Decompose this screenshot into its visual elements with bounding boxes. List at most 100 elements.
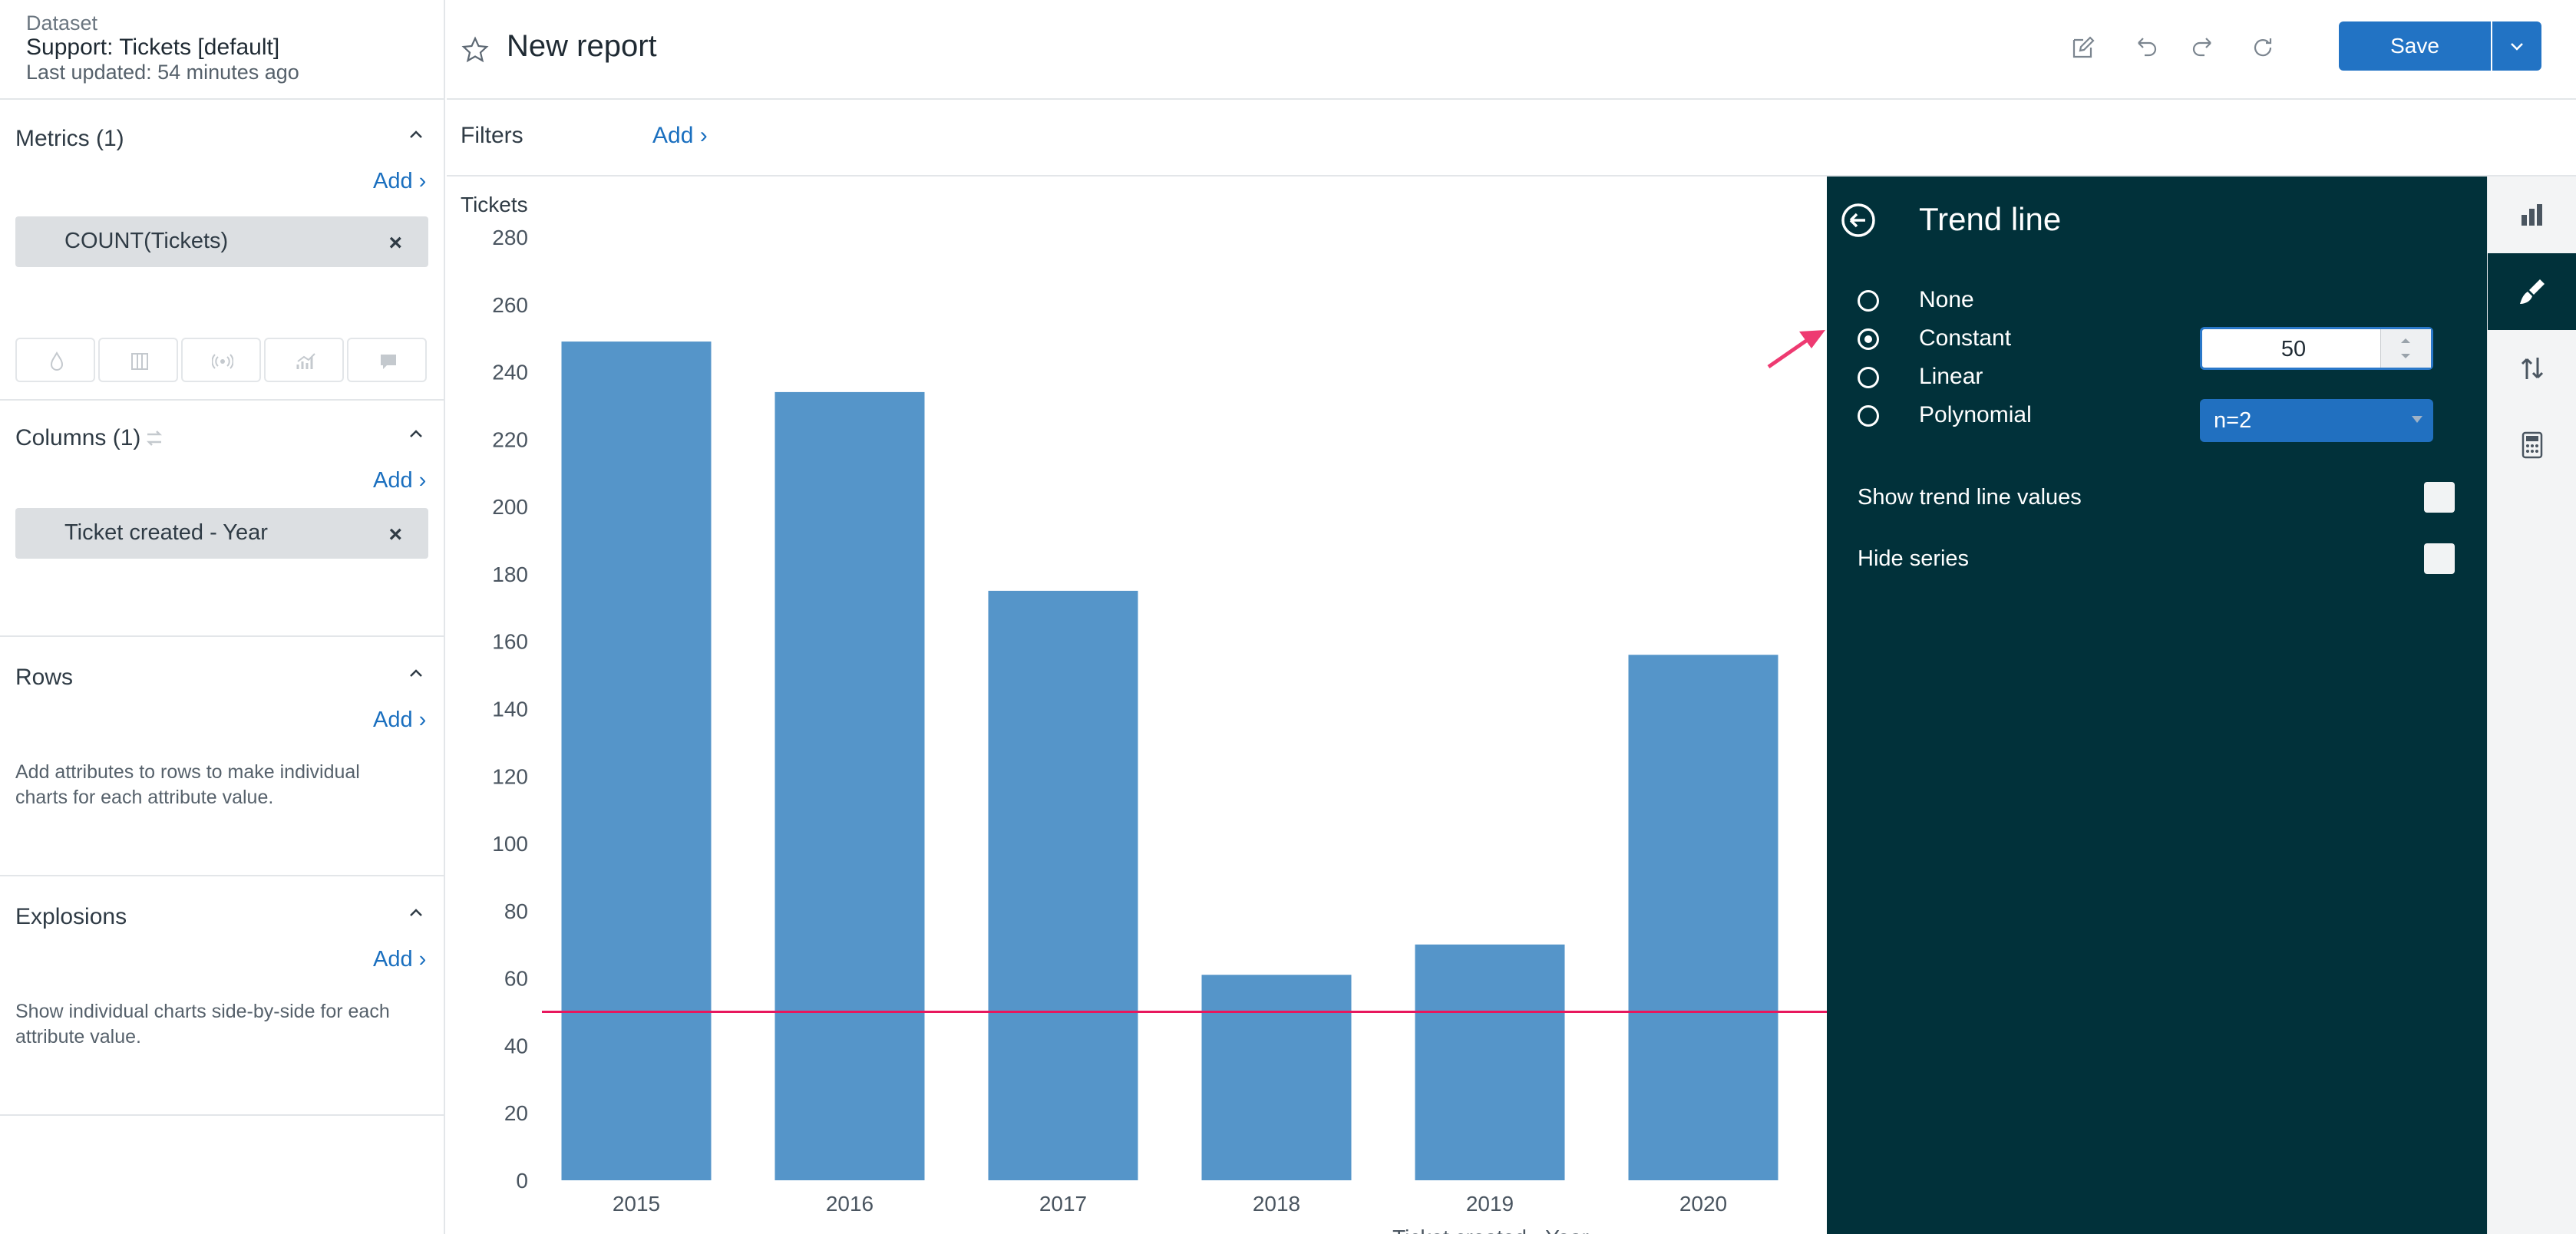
constant-value-input[interactable]: 50 — [2200, 327, 2433, 370]
x-tick-label: 2016 — [826, 1192, 874, 1216]
trend-line-title: Trend line — [1919, 201, 2062, 237]
y-tick-label: 280 — [492, 226, 528, 249]
explosions-title: Explosions — [15, 904, 127, 929]
bar — [1201, 975, 1352, 1180]
x-tick-label: 2017 — [1039, 1192, 1087, 1216]
y-tick-label: 0 — [516, 1169, 528, 1193]
divider — [0, 635, 445, 637]
metric-format-icons — [15, 338, 428, 382]
bar — [1415, 944, 1565, 1180]
x-tick-label: 2018 — [1253, 1192, 1300, 1216]
radio-label-linear: Linear — [1919, 364, 1983, 389]
caret-up-icon[interactable] — [2399, 334, 2413, 348]
radio-label-polynomial: Polynomial — [1919, 402, 2032, 427]
show-trend-values-label: Show trend line values — [1858, 485, 2082, 510]
radio-label-constant: Constant — [1919, 325, 2012, 351]
y-tick-label: 260 — [492, 293, 528, 317]
x-tick-label: 2020 — [1679, 1192, 1727, 1216]
edit-icon[interactable] — [2068, 32, 2099, 63]
dataset-updated: Last updated: 54 minutes ago — [26, 61, 299, 84]
redo-icon[interactable] — [2188, 32, 2218, 63]
bar — [561, 341, 712, 1180]
save-button[interactable]: Save — [2339, 21, 2491, 71]
star-icon[interactable] — [461, 35, 490, 64]
y-tick-label: 80 — [504, 899, 528, 923]
dataset-label: Dataset — [26, 12, 98, 35]
tab-calculations[interactable] — [2488, 407, 2576, 483]
tab-format[interactable] — [2488, 253, 2576, 330]
bar — [774, 391, 925, 1181]
y-tick-label: 200 — [492, 495, 528, 519]
filters-bar: Filters Add › — [447, 101, 2576, 177]
y-tick-label: 20 — [504, 1101, 528, 1125]
divider — [0, 399, 445, 401]
columns-add-link[interactable]: Add › — [373, 468, 427, 493]
polynomial-degree-value: n=2 — [2214, 408, 2252, 433]
explosions-add-link[interactable]: Add › — [373, 947, 427, 972]
calculator-icon — [2522, 431, 2543, 459]
filters-add-link[interactable]: Add › — [652, 123, 708, 148]
tab-sort[interactable] — [2488, 330, 2576, 407]
broadcast-icon[interactable] — [181, 338, 261, 382]
number-stepper[interactable] — [2380, 329, 2431, 368]
left-panel: Dataset Support: Tickets [default] Last … — [0, 0, 445, 1234]
bar — [1628, 655, 1778, 1180]
comment-icon[interactable] — [347, 338, 427, 382]
dataset-name[interactable]: Support: Tickets [default] — [26, 35, 280, 60]
metrics-add-link[interactable]: Add › — [373, 169, 427, 193]
x-tick-label: 2015 — [613, 1192, 660, 1216]
divider — [0, 1114, 445, 1116]
chevron-up-icon[interactable] — [405, 424, 427, 445]
chevron-up-icon[interactable] — [405, 902, 427, 924]
radio-selected-dot — [1864, 335, 1872, 343]
y-tick-label: 140 — [492, 698, 528, 721]
settings-tab-rail — [2487, 177, 2576, 1234]
rows-title: Rows — [15, 665, 74, 690]
y-tick-label: 60 — [504, 967, 528, 991]
y-tick-label: 220 — [492, 427, 528, 451]
chevron-up-icon[interactable] — [405, 663, 427, 685]
hide-series-label: Hide series — [1858, 546, 1970, 571]
y-axis-label: Tickets — [461, 193, 528, 216]
y-tick-label: 120 — [492, 764, 528, 788]
save-options-button[interactable] — [2492, 21, 2541, 71]
columns-title: Columns (1) — [15, 425, 141, 450]
swap-axes-icon[interactable] — [143, 427, 166, 450]
radio-linear[interactable] — [1858, 367, 1879, 388]
chart-area: Tickets 0 20 40 60 80 100 120 140 160 180 200 220 240… — [447, 178, 1827, 1234]
column-pill[interactable]: Ticket created - Year × — [15, 508, 428, 559]
annotation-arrow — [1767, 330, 1825, 369]
remove-column-button[interactable]: × — [388, 522, 402, 547]
columns-layout-icon[interactable] — [98, 338, 178, 382]
y-tick-label: 180 — [492, 563, 528, 586]
radio-polynomial[interactable] — [1858, 405, 1879, 427]
radio-none[interactable] — [1858, 290, 1879, 312]
rows-help-text: Add attributes to rows to make individua… — [15, 761, 360, 808]
undo-icon[interactable] — [2131, 32, 2162, 63]
refresh-icon[interactable] — [2247, 32, 2278, 63]
constant-value: 50 — [2280, 337, 2307, 361]
trend-line-panel: Trend line None Constant Linear Polynomi… — [1827, 177, 2487, 1234]
report-title[interactable]: New report — [507, 29, 657, 63]
filters-label: Filters — [461, 123, 523, 148]
color-drop-icon[interactable] — [15, 338, 95, 382]
show-trend-values-checkbox[interactable] — [2424, 482, 2455, 513]
remove-metric-button[interactable]: × — [388, 230, 402, 256]
rows-add-link[interactable]: Add › — [373, 708, 427, 732]
report-header: New report Save — [447, 0, 2576, 100]
tab-chart-type[interactable] — [2488, 177, 2576, 253]
caret-down-icon[interactable] — [2399, 349, 2413, 363]
y-tick-label: 160 — [492, 630, 528, 654]
chevron-down-icon — [2511, 43, 2523, 51]
metric-pill[interactable]: COUNT(Tickets) × — [15, 216, 428, 267]
y-tick-label: 240 — [492, 361, 528, 384]
chevron-up-icon[interactable] — [405, 124, 427, 146]
column-pill-label: Ticket created - Year — [64, 520, 268, 545]
trend-chart-icon[interactable] — [264, 338, 344, 382]
polynomial-degree-select[interactable]: n=2 — [2200, 399, 2433, 442]
radio-constant[interactable] — [1858, 328, 1879, 350]
back-arrow-icon[interactable] — [1839, 201, 1878, 239]
hide-series-checkbox[interactable] — [2424, 543, 2455, 574]
caret-down-icon — [2412, 416, 2422, 423]
explosions-help-text: Show individual charts side-by-side for … — [15, 1001, 390, 1048]
